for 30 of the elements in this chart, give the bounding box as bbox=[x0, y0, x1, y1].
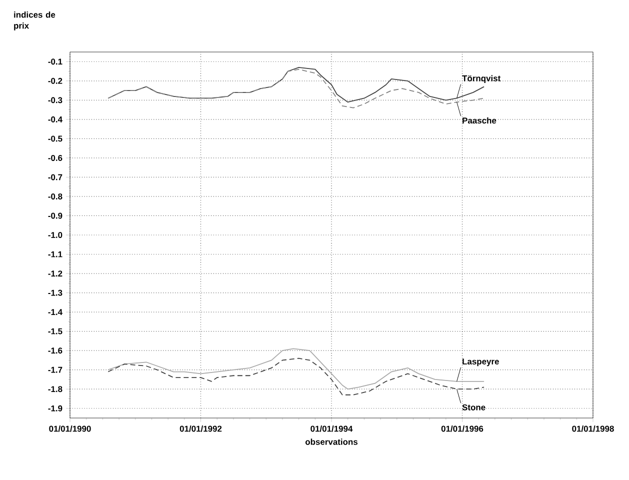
y-tick-label: -1.1 bbox=[48, 251, 62, 258]
y-tick-label: -1.2 bbox=[48, 270, 62, 276]
y-tick-label: -1.8 bbox=[48, 386, 62, 392]
series-label: Laspeyre bbox=[462, 358, 499, 366]
x-tick-label: 01/01/1998 bbox=[572, 426, 614, 432]
series-label: Stone bbox=[462, 404, 486, 410]
x-tick-label: 01/01/1996 bbox=[441, 426, 484, 432]
y-tick-label: -0.4 bbox=[48, 116, 62, 122]
y-tick-label: -1.5 bbox=[48, 328, 62, 334]
series-label: Törnqvist bbox=[462, 75, 501, 83]
y-tick-label: -1.4 bbox=[48, 309, 62, 315]
y-tick-label: -0.9 bbox=[48, 212, 62, 219]
x-axis-title: observations bbox=[305, 438, 358, 445]
series-label: Paasche bbox=[462, 117, 496, 124]
y-tick-label: -0.7 bbox=[48, 174, 62, 180]
x-tick-label: 01/01/1992 bbox=[180, 426, 222, 432]
y-tick-label: -0.8 bbox=[48, 193, 62, 200]
y-tick-label: -1.3 bbox=[48, 290, 62, 296]
y-axis-title: indices de prix bbox=[14, 12, 56, 30]
y-tick-label: -0.3 bbox=[48, 97, 62, 104]
y-tick-label: -1.9 bbox=[48, 405, 62, 412]
y-tick-label: -1.7 bbox=[48, 366, 62, 373]
y-tick-label: -0.5 bbox=[48, 136, 62, 142]
x-tick-label: 01/01/1994 bbox=[310, 426, 353, 432]
y-tick-label: -1.0 bbox=[48, 232, 62, 238]
y-tick-label: -1.6 bbox=[48, 348, 62, 354]
y-tick-label: -0.6 bbox=[48, 154, 62, 161]
y-tick-label: -0.2 bbox=[48, 78, 62, 84]
x-tick-label: 01/01/1990 bbox=[49, 426, 91, 432]
y-tick-label: -0.1 bbox=[48, 58, 62, 65]
